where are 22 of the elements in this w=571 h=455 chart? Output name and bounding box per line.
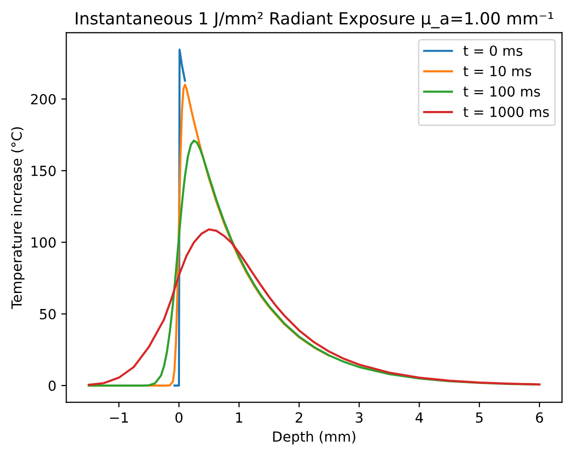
y-tick-label: 200: [31, 94, 56, 104]
x-tick-label: −1: [110, 412, 128, 423]
x-tick-label: 2: [296, 412, 302, 423]
y-tick-label: 50: [40, 308, 56, 320]
legend-label: t = 1000 ms: [463, 106, 549, 118]
x-axis-title: Depth (mm): [273, 431, 356, 444]
y-tick-label: 100: [32, 237, 56, 248]
x-tick-label: 1: [236, 412, 242, 423]
x-tick-label: 4: [416, 412, 423, 423]
legend-label: t = 100 ms: [463, 86, 540, 97]
line-series: [88, 228, 541, 386]
x-tick-label: 3: [356, 412, 363, 423]
chart-title: Instantaneous 1 J/mm² Radiant Exposure μ_a=1.00 mm⁻¹: [76, 12, 554, 28]
y-tick-label: 0: [48, 380, 56, 392]
line-series: [173, 48, 186, 387]
legend-label: t = 10 ms: [463, 66, 532, 76]
y-tick-label: 150: [32, 166, 56, 176]
x-tick-label: 0: [175, 412, 182, 423]
y-axis-title: Temperature increase (°C): [11, 127, 25, 309]
x-tick-label: 5: [476, 412, 483, 423]
legend-label: t = 0 ms: [463, 45, 522, 56]
x-tick-label: 6: [536, 412, 544, 423]
